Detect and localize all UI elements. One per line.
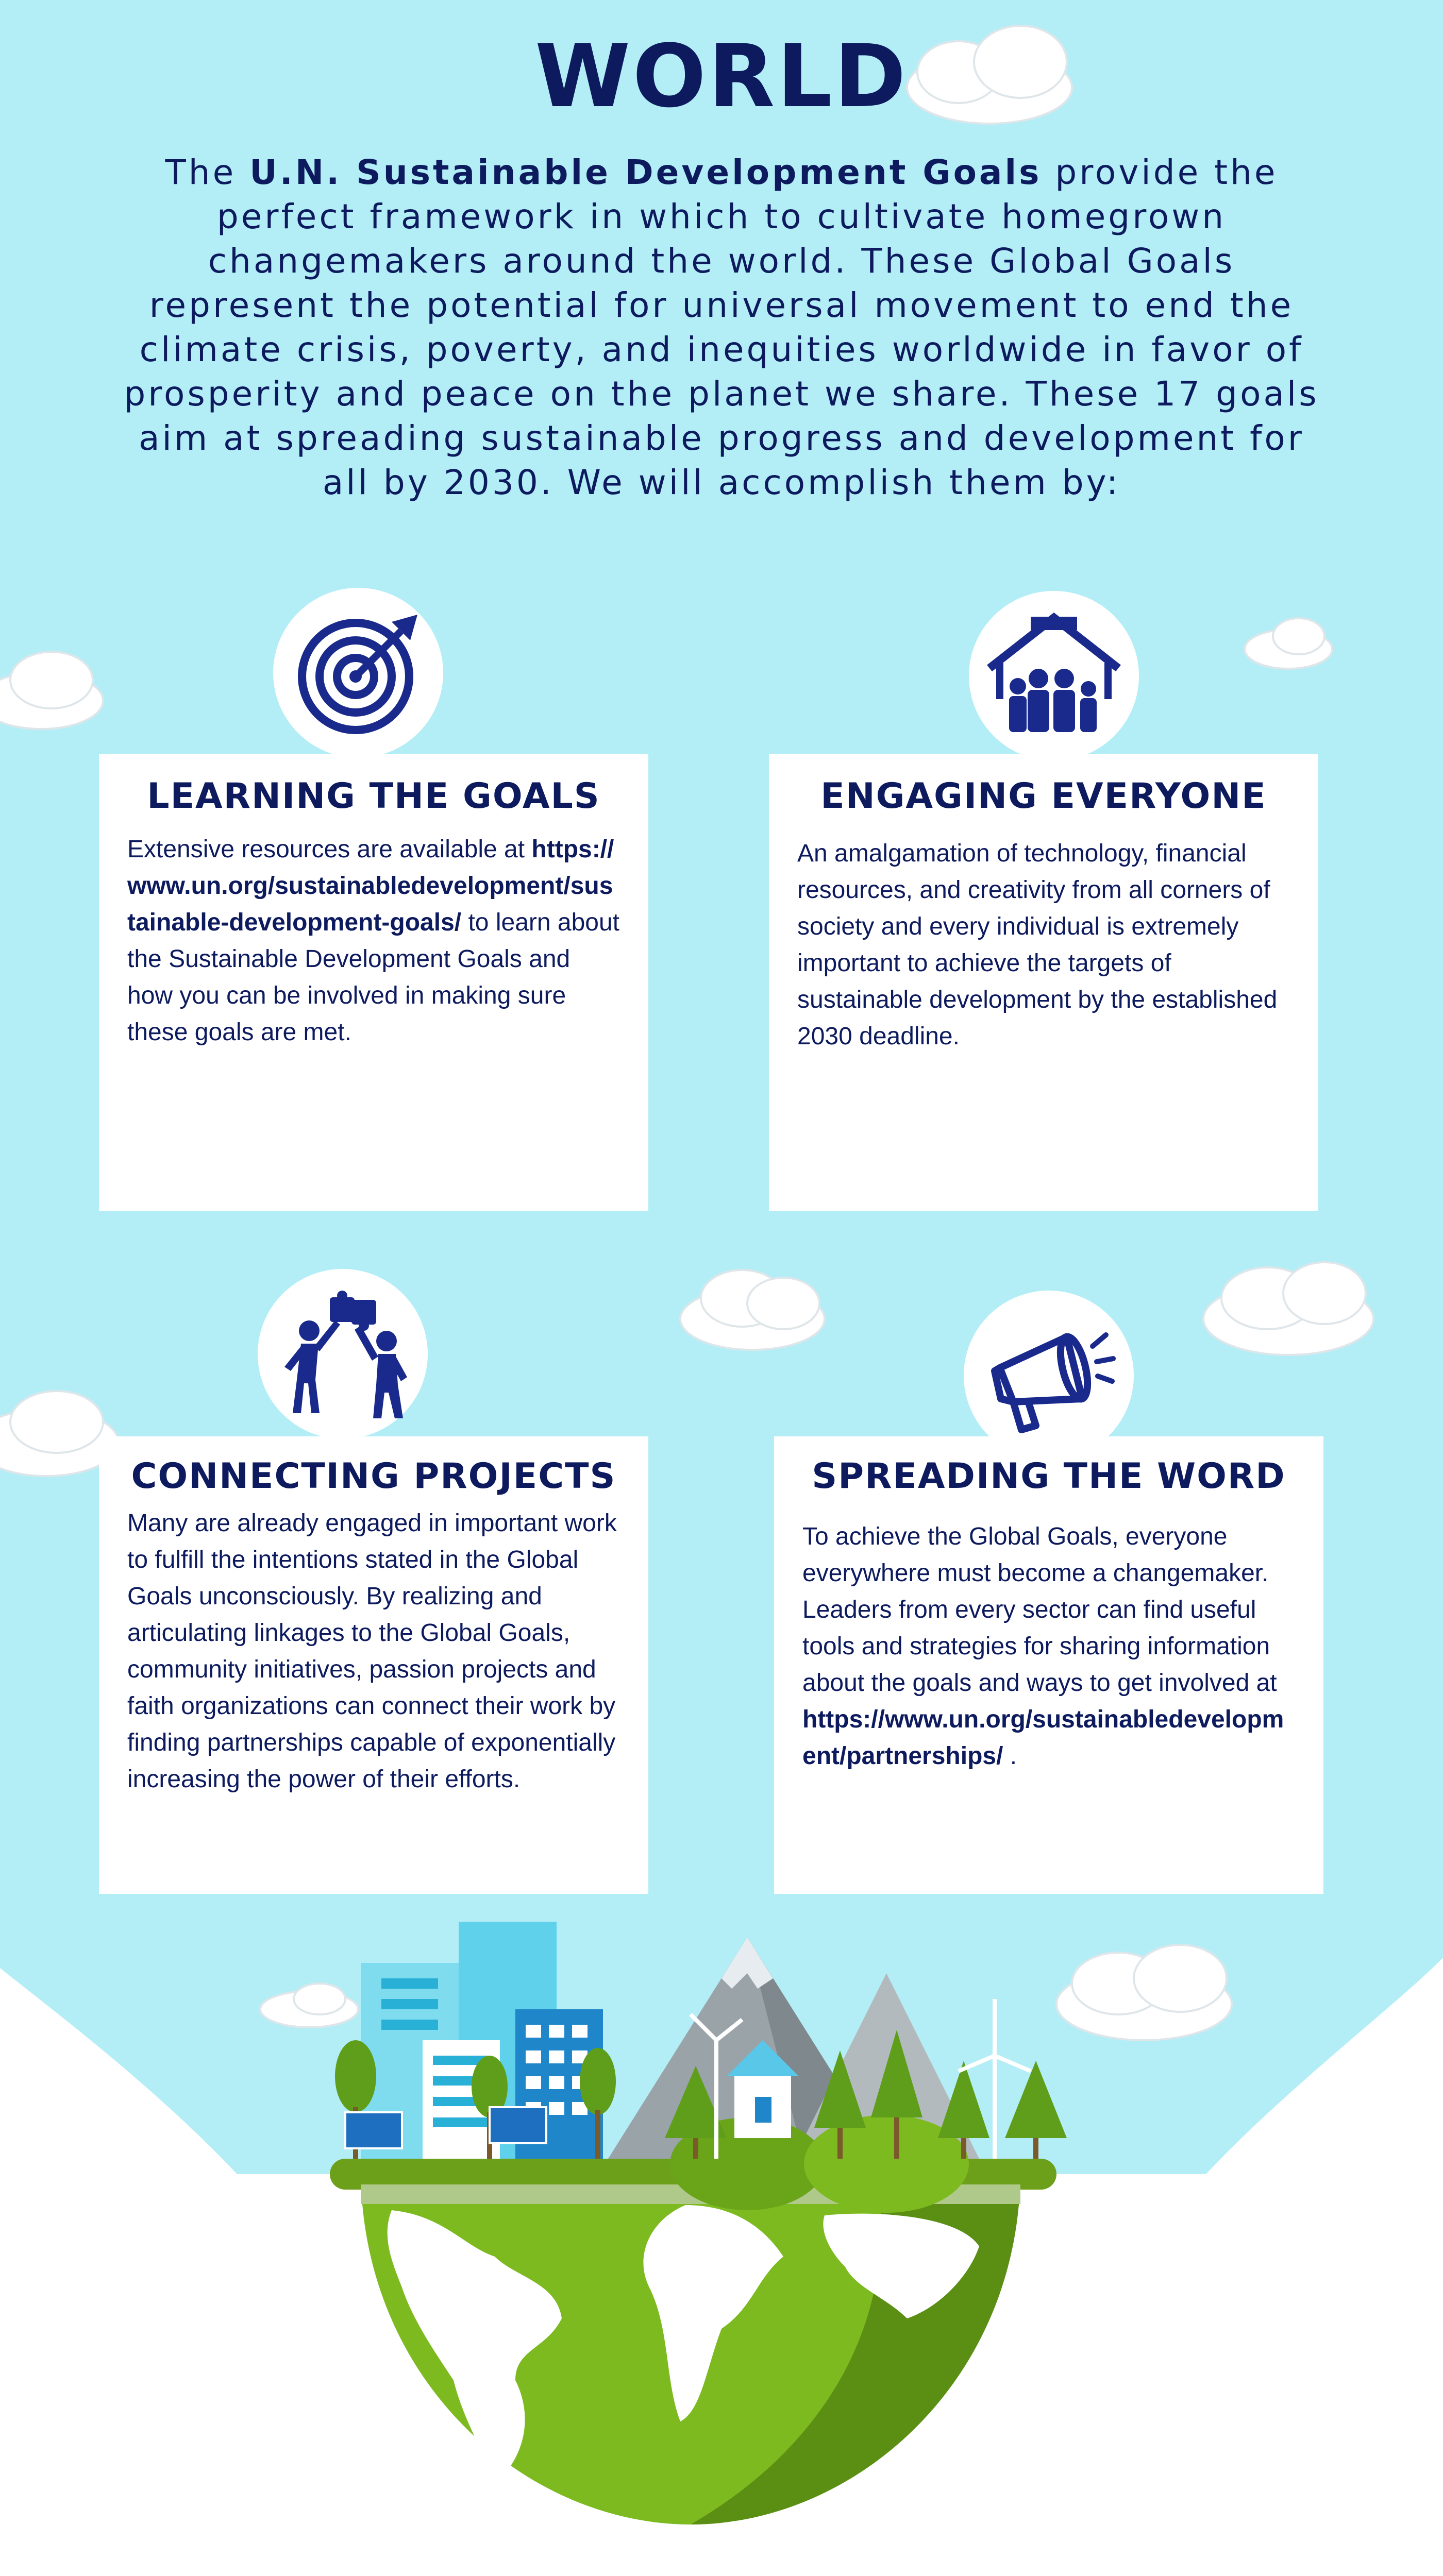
cloud (1202, 1261, 1374, 1356)
card-engaging-everyone: ENGAGING EVERYONE An amalgamation of tec… (769, 754, 1318, 1211)
card-learning-the-goals: LEARNING THE GOALS Extensive resources a… (99, 754, 648, 1211)
cloud (0, 1390, 120, 1477)
intro-text-after: provide the perfect framework in which t… (124, 152, 1319, 502)
card-body: To achieve the Global Goals, everyone ev… (802, 1518, 1295, 1774)
megaphone-icon (964, 1291, 1134, 1461)
cloud (906, 25, 1073, 125)
card-body: Extensive resources are available at htt… (127, 831, 620, 1050)
card-title: LEARNING THE GOALS (147, 776, 600, 817)
puzzle-people-icon (258, 1269, 428, 1439)
card-body-text: Extensive resources are available at (127, 836, 532, 863)
cloud (1055, 1944, 1233, 2041)
un-partnerships-link[interactable]: https://www.un.org/sustainabledevelopmen… (802, 1706, 1284, 1770)
card-spreading-the-word: SPREADING THE WORD To achieve the Global… (774, 1436, 1323, 1894)
intro-paragraph: The U.N. Sustainable Development Goals p… (119, 150, 1324, 505)
card-body: Many are already engaged in important wo… (127, 1510, 617, 1793)
card-title: SPREADING THE WORD (812, 1456, 1286, 1497)
card-body-text: To achieve the Global Goals, everyone ev… (802, 1523, 1277, 1697)
card-body-text: to learn about the Sustainable Developme… (127, 909, 620, 1046)
card-body: An amalgamation of technology, financial… (797, 840, 1278, 1050)
cloud (259, 1982, 359, 2028)
card-connecting-projects: CONNECTING PROJECTS Many are already eng… (99, 1436, 648, 1894)
intro-text-before: The (165, 152, 250, 192)
intro-bold-text: U.N. Sustainable Development Goals (249, 152, 1042, 192)
target-icon (273, 588, 443, 758)
page-title: WORLD (535, 26, 908, 127)
cloud (1244, 617, 1333, 670)
un-sdg-link[interactable]: https://www.un.org/sustainabledevelopmen… (127, 836, 614, 936)
city-skyline-illustration (335, 1922, 1067, 2213)
card-title: CONNECTING PROJECTS (131, 1456, 616, 1497)
card-title: ENGAGING EVERYONE (820, 776, 1267, 817)
card-body-text: . (1003, 1742, 1017, 1770)
globe-illustration (330, 2159, 1056, 2524)
cloud (0, 651, 104, 730)
cloud (679, 1269, 826, 1351)
family-house-icon (969, 591, 1139, 761)
